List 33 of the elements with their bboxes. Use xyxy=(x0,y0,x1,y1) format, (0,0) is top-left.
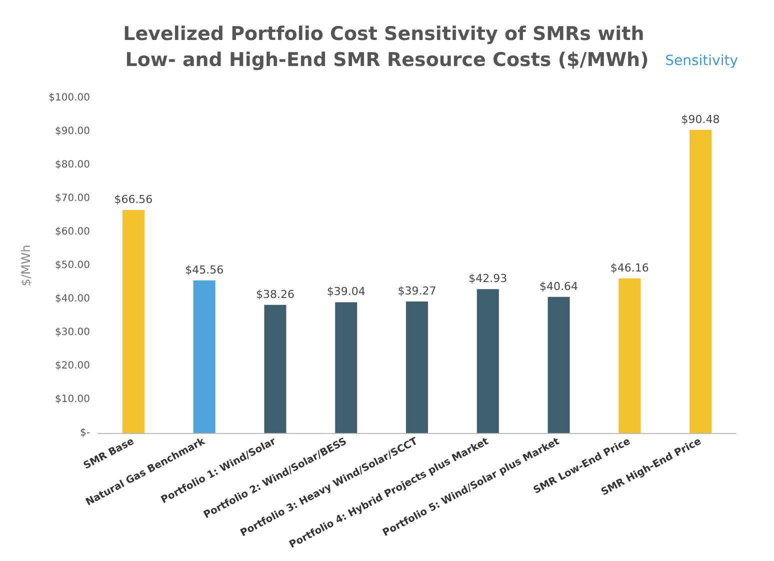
bar xyxy=(193,280,216,433)
data-label: $46.16 xyxy=(610,261,649,274)
bar xyxy=(264,304,286,433)
bar xyxy=(476,289,499,433)
bar xyxy=(548,296,570,433)
y-tick-label: $100.00 xyxy=(48,92,90,104)
bar xyxy=(690,130,712,433)
data-label: $66.56 xyxy=(114,193,153,206)
bar xyxy=(618,278,641,433)
y-tick-label: $80.00 xyxy=(55,160,90,170)
bar xyxy=(122,210,144,433)
bar xyxy=(406,301,428,433)
data-label: $42.93 xyxy=(468,272,508,286)
data-label: $39.27 xyxy=(398,284,436,298)
y-tick-label: $30.00 xyxy=(55,327,90,338)
data-label: $40.64 xyxy=(540,280,578,293)
data-label: $90.48 xyxy=(681,112,720,126)
y-axis-title: $/MWh xyxy=(19,244,33,286)
y-tick-label: $- xyxy=(80,428,90,438)
y-tick-label: $20.00 xyxy=(55,360,90,372)
text: Sensitivity xyxy=(665,53,738,69)
y-tick-label: $90.00 xyxy=(55,126,90,137)
y-tick-label: $70.00 xyxy=(55,193,90,204)
y-tick-label: $50.00 xyxy=(55,260,90,271)
data-label: $39.04 xyxy=(326,285,366,298)
data-label: $45.56 xyxy=(185,263,224,276)
y-tick-label: $40.00 xyxy=(55,294,90,304)
y-tick-label: $60.00 xyxy=(55,226,90,238)
data-label: $38.26 xyxy=(256,288,294,301)
x-tick-label: SMR Base xyxy=(82,436,136,472)
chart-title: Levelized Portfolio Cost Sensitivity of SMRs with Low- and High-End SMR Resource Costs ($/MWh) xyxy=(123,23,651,71)
bar xyxy=(335,302,358,433)
y-tick-label: $10.00 xyxy=(55,394,90,405)
